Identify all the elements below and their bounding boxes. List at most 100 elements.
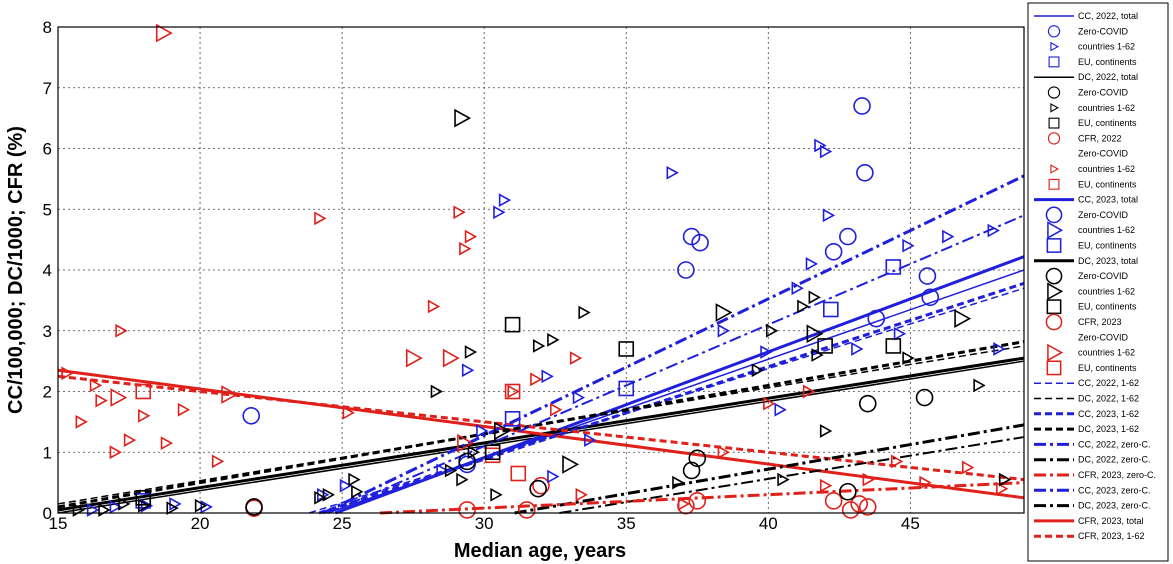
legend-marker [1050,102,1060,113]
legend-marker-group [1048,117,1060,129]
legend-marker-group [1047,282,1064,301]
data-point [851,342,864,356]
data-points [61,23,1012,519]
data-point [839,482,857,501]
data-point [211,454,225,469]
y-tick-label: 4 [43,261,52,280]
data-point [853,97,871,115]
data-point [902,238,915,253]
data-point [427,299,441,314]
data-point [774,402,787,417]
data-point [584,433,597,447]
data-point [993,342,1006,356]
data-point [915,388,934,407]
data-point [717,445,730,460]
data-point [550,402,563,417]
y-axis-title: CC/100,000; DC/1000; CFR (%) [5,126,27,414]
data-point [575,487,588,502]
legend-entry: CC, 2022, zero-C. [1078,439,1151,449]
legend-entry: countries 1-62 [1078,286,1135,296]
data-point [464,229,478,244]
data-point [342,405,355,420]
data-point [504,316,521,333]
data-point [822,208,836,223]
data-point [715,303,733,322]
legend-marker-group [1047,221,1064,240]
data-point [118,497,131,511]
data-point [444,463,458,478]
data-point [510,465,527,482]
data-point [819,478,833,493]
data-point [806,324,824,344]
legend-marker [1047,221,1064,240]
legend-entry: EU, continents [1078,118,1137,128]
data-point [973,378,986,393]
legend-marker-group [1046,238,1062,253]
legend-entry: DC, 2022, 1-62 [1078,394,1139,404]
legend-entry: DC, 2023, total [1078,256,1138,266]
y-tick-label: 8 [43,18,52,37]
legend-entry: countries 1-62 [1078,348,1135,358]
data-point [504,411,521,427]
legend-marker [1047,343,1064,362]
legend-marker-group [1045,313,1063,331]
data-point [811,348,824,362]
legend-entry: DC, 2022, total [1078,72,1138,82]
data-point [808,290,821,305]
data-point [666,165,679,180]
legend-marker [1047,86,1061,99]
legend-entry: DC, 2023, 1-62 [1078,424,1139,434]
data-point [110,388,128,407]
data-point [765,323,779,338]
trend-line [327,214,1025,514]
data-point [791,281,804,296]
data-point [245,498,263,516]
data-point [458,452,476,471]
legend-marker [1047,132,1061,145]
legend-marker [1050,41,1060,52]
x-tick-label: 25 [333,514,352,533]
data-point [221,385,239,404]
legend-entry: countries 1-62 [1078,225,1135,235]
x-axis-title: Median age, years [454,540,626,562]
trend-line [322,174,1025,515]
data-point [314,490,327,505]
data-point [109,500,122,514]
data-point [529,479,547,498]
data-point [547,469,560,484]
legend-marker [1045,267,1063,285]
data-point [135,383,152,400]
data-point [453,205,466,220]
data-point [562,455,580,474]
trend-line [514,423,1025,515]
data-point [819,144,833,159]
x-tick-label: 35 [617,514,636,533]
data-point [89,378,103,393]
legend-marker [1046,238,1062,253]
data-point [688,492,707,510]
data-point [109,445,122,460]
data-point [517,501,536,519]
legend-entry: CFR, 2023 [1078,317,1122,327]
data-point [493,205,506,220]
legend-marker [1047,25,1061,38]
data-point [942,229,955,244]
data-point [850,495,869,513]
plot-border [57,26,1025,514]
data-point [677,496,695,515]
data-point [839,227,857,246]
data-point [805,257,819,271]
legend-marker [1047,282,1064,301]
data-point [459,241,472,256]
data-point [95,393,108,408]
data-point [530,372,543,387]
data-point [824,242,843,261]
data-point [504,383,521,400]
legend-entry: DC, 2023, zero-C. [1078,501,1151,511]
data-point [507,384,520,399]
x-tick-label: 40 [759,514,778,533]
legend-marker-group [1047,86,1061,99]
data-point [688,449,707,468]
data-point [314,211,327,226]
